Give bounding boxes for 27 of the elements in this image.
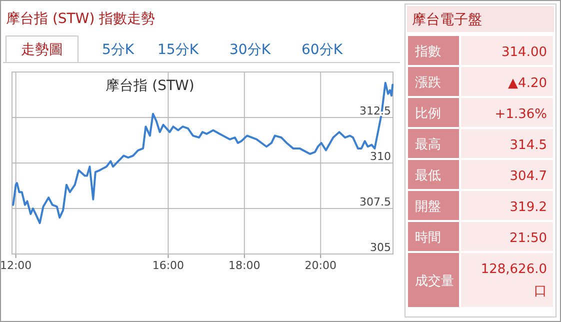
chart-subtitle: 摩台指 (STW) bbox=[106, 78, 194, 94]
x-tick-label: 16:00 bbox=[152, 259, 184, 272]
text: 21:50 bbox=[510, 231, 547, 246]
x-tick-label: 20:00 bbox=[304, 259, 336, 272]
tab-bar: 走勢圖 5分K 15分K 30分K 60分K bbox=[2, 36, 400, 63]
category-label: 成交量 bbox=[415, 273, 454, 289]
category-label: 開盤 bbox=[415, 200, 441, 214]
x-tick-label: 12:00 bbox=[0, 259, 32, 272]
y-tick-label: 310 bbox=[370, 150, 391, 163]
text: ▲4.20 bbox=[508, 76, 547, 91]
category-label: 時間 bbox=[415, 230, 441, 246]
x-tick-label: 18:00 bbox=[228, 259, 260, 272]
category-label: 指數 bbox=[414, 44, 441, 60]
text: +1.36% bbox=[494, 107, 547, 122]
category-label: 比例 bbox=[415, 106, 441, 122]
category-label: 最低 bbox=[415, 168, 441, 184]
text: 128,626.0 口 bbox=[480, 262, 547, 299]
chart-title: 摩台指 (STW) 指數走勢 bbox=[6, 11, 156, 27]
text: 314.5 bbox=[510, 138, 547, 153]
category-label: 漲跌 bbox=[415, 76, 441, 90]
text: 304.7 bbox=[510, 169, 547, 184]
y-tick-label: 307.5 bbox=[360, 196, 391, 208]
text: 314.00 bbox=[502, 45, 547, 60]
text: 319.2 bbox=[510, 200, 547, 215]
text: 摩台電子盤 bbox=[412, 12, 482, 28]
category-label: 最高 bbox=[415, 136, 441, 152]
y-tick-label: 305 bbox=[370, 241, 391, 254]
